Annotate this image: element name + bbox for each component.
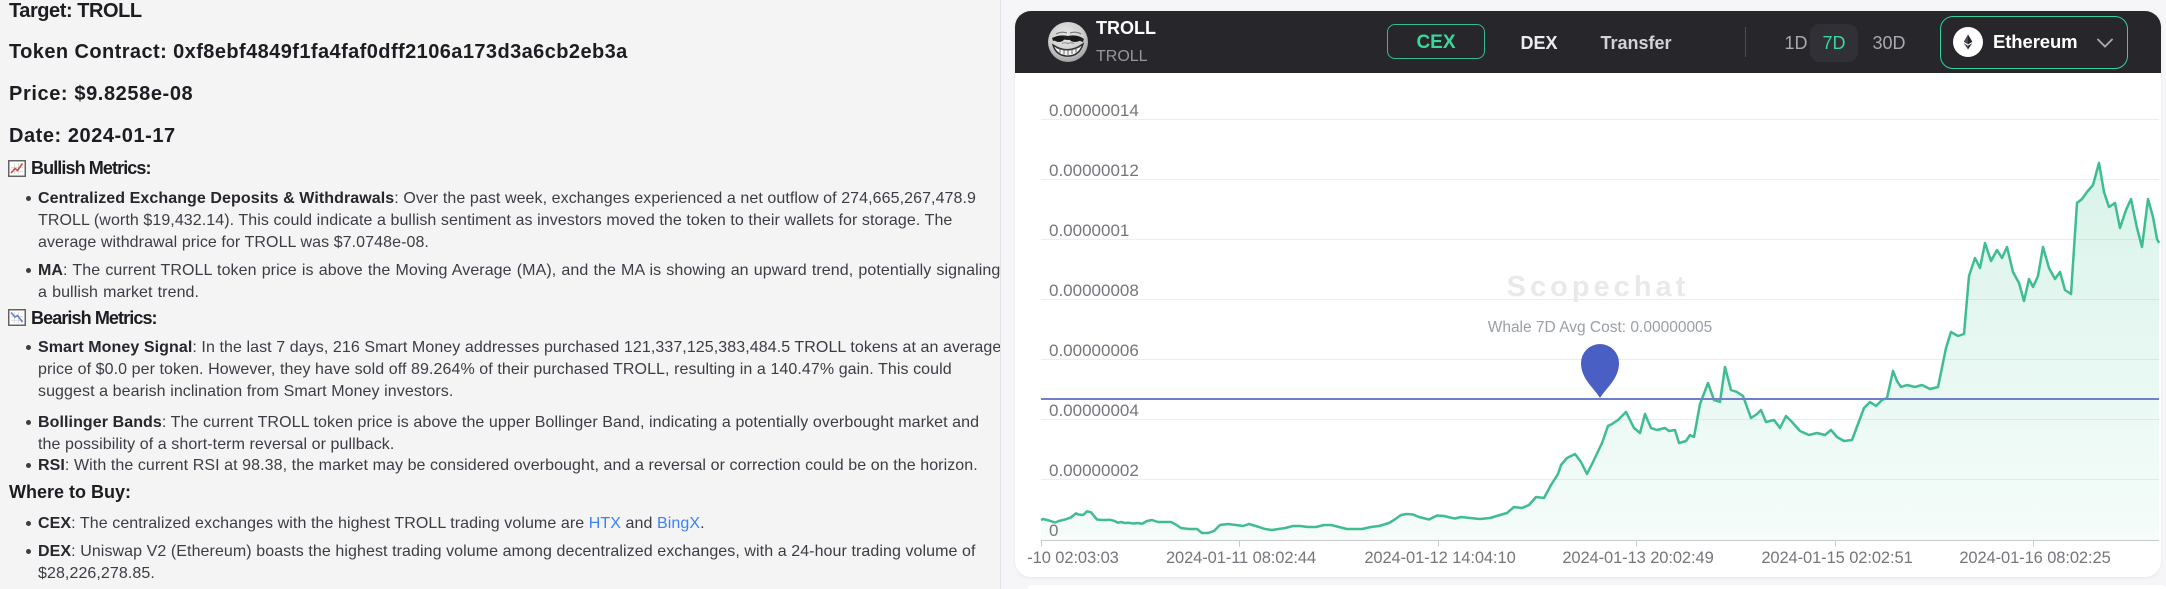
svg-text:0.00000002: 0.00000002: [1049, 461, 1139, 480]
svg-text:2024-01-16 08:02:25: 2024-01-16 08:02:25: [1959, 549, 2110, 567]
svg-text:0.00000012: 0.00000012: [1049, 161, 1139, 180]
svg-text:0.00000008: 0.00000008: [1049, 281, 1139, 300]
svg-text:0.00000014: 0.00000014: [1049, 101, 1139, 120]
svg-text:0.00000004: 0.00000004: [1049, 401, 1139, 420]
svg-text:2024-01-11 08:02:44: 2024-01-11 08:02:44: [1166, 549, 1316, 567]
svg-text:2024-01-12 14:04:10: 2024-01-12 14:04:10: [1364, 549, 1515, 567]
svg-text:0.0000001: 0.0000001: [1049, 221, 1129, 240]
svg-text:Whale 7D Avg Cost: 0.00000005: Whale 7D Avg Cost: 0.00000005: [1488, 319, 1713, 336]
svg-text:0.00000006: 0.00000006: [1049, 341, 1139, 360]
svg-text:2024-01-15 02:02:51: 2024-01-15 02:02:51: [1761, 549, 1912, 567]
svg-text:Scopechat: Scopechat: [1507, 271, 1690, 303]
svg-text:2024-01-13 20:02:49: 2024-01-13 20:02:49: [1562, 549, 1713, 567]
svg-text:-10 02:03:03: -10 02:03:03: [1027, 549, 1118, 567]
svg-text:0: 0: [1049, 521, 1058, 540]
